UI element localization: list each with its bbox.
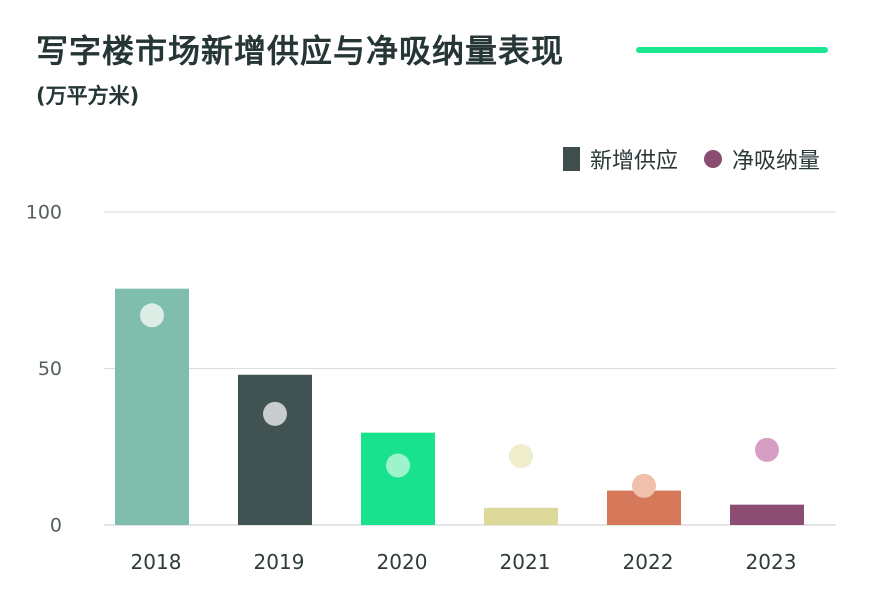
bar-supply-2020 <box>361 432 435 525</box>
legend-label-supply: 新增供应 <box>589 149 678 174</box>
bar-supply-2021 <box>484 507 558 525</box>
x-tick-label: 2018 <box>131 550 182 574</box>
bar-supply-2018 <box>115 288 189 525</box>
dot-absorption-2023 <box>755 437 779 462</box>
dot-absorption-2020 <box>386 453 410 478</box>
x-tick-label: 2020 <box>377 550 428 574</box>
bar-supply-2023 <box>730 504 804 525</box>
x-tick-label: 2023 <box>746 550 797 574</box>
bar-supply-2019 <box>238 374 312 525</box>
legend-swatch-supply <box>562 147 580 171</box>
chart-unit-subtitle: (万平方米) <box>36 84 140 108</box>
title-accent-line <box>636 47 828 53</box>
dot-absorption-2022 <box>632 473 656 498</box>
x-tick-label: 2019 <box>254 550 305 574</box>
legend-swatch-absorption <box>703 150 722 168</box>
dot-absorption-2018 <box>140 303 164 328</box>
x-tick-label: 2021 <box>500 550 551 574</box>
chart-legend: 新增供应 净吸纳量 <box>562 143 820 175</box>
dot-absorption-2019 <box>263 401 287 426</box>
dot-absorption-2021 <box>509 444 533 469</box>
legend-label-absorption: 净吸纳量 <box>731 149 820 174</box>
y-tick-label: 50 <box>38 358 62 380</box>
chart-title: 写字楼市场新增供应与净吸纳量表现 <box>36 32 565 70</box>
y-tick-label: 100 <box>26 202 62 224</box>
legend-item-supply: 新增供应 <box>562 143 678 175</box>
y-tick-label: 0 <box>50 515 62 537</box>
legend-item-absorption: 净吸纳量 <box>703 143 820 175</box>
x-tick-label: 2022 <box>623 550 674 574</box>
